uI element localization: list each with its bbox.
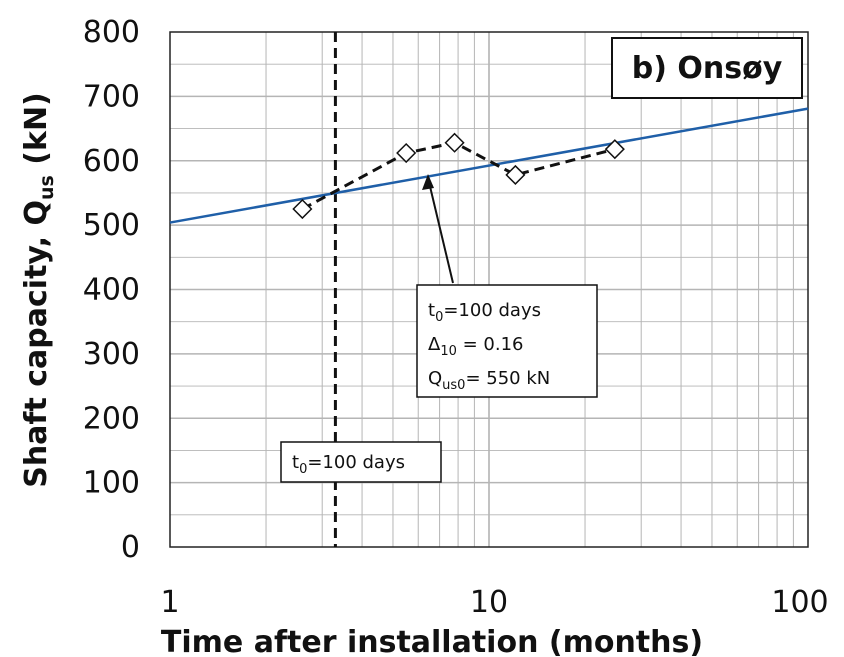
panel-label: b) Onsøy (632, 51, 783, 86)
x-axis-label: Time after installation (months) (161, 625, 703, 657)
fit-annotation-arrowhead (422, 174, 434, 190)
x-tick-label: 1 (160, 585, 179, 620)
x-tick-labels: 1 10 100 (160, 585, 828, 620)
measured-point (604, 139, 625, 160)
plot-frame (169, 31, 809, 548)
y-tick-label: 700 (83, 79, 140, 114)
y-tick-label: 400 (83, 273, 140, 308)
x-tick-label: 100 (771, 585, 828, 620)
fit-line (169, 107, 809, 224)
measured-point (505, 164, 526, 185)
measured-point (292, 198, 313, 220)
measured-point (396, 142, 417, 164)
y-tick-label: 800 (83, 15, 140, 50)
y-tick-label: 500 (83, 208, 140, 243)
panel-label-box: b) Onsøy (611, 37, 803, 99)
y-tick-label: 100 (83, 466, 140, 501)
fit-parameters-box: t0=100 days Δ10 = 0.16 Qus0= 550 kN (416, 174, 598, 398)
x-tick-label: 10 (470, 585, 508, 620)
t0-label: t0=100 days (292, 452, 405, 477)
y-tick-labels: 0 100 200 300 400 500 600 700 800 (83, 15, 140, 565)
fit-line-3: Qus0= 550 kN (428, 368, 550, 393)
y-axis-label: Shaft capacity, Qus (kN) (19, 92, 58, 488)
fit-annotation-arrow (427, 177, 454, 284)
t0-box: t0=100 days (280, 441, 442, 483)
y-tick-label: 200 (83, 401, 140, 436)
series-layer (169, 32, 809, 547)
fit-line-1: t0=100 days (428, 300, 541, 325)
measured-point (444, 132, 465, 153)
y-tick-label: 0 (121, 530, 140, 565)
y-tick-label: 300 (83, 337, 140, 372)
y-tick-label: 600 (83, 144, 140, 179)
fit-line-2: Δ10 = 0.16 (428, 334, 523, 359)
